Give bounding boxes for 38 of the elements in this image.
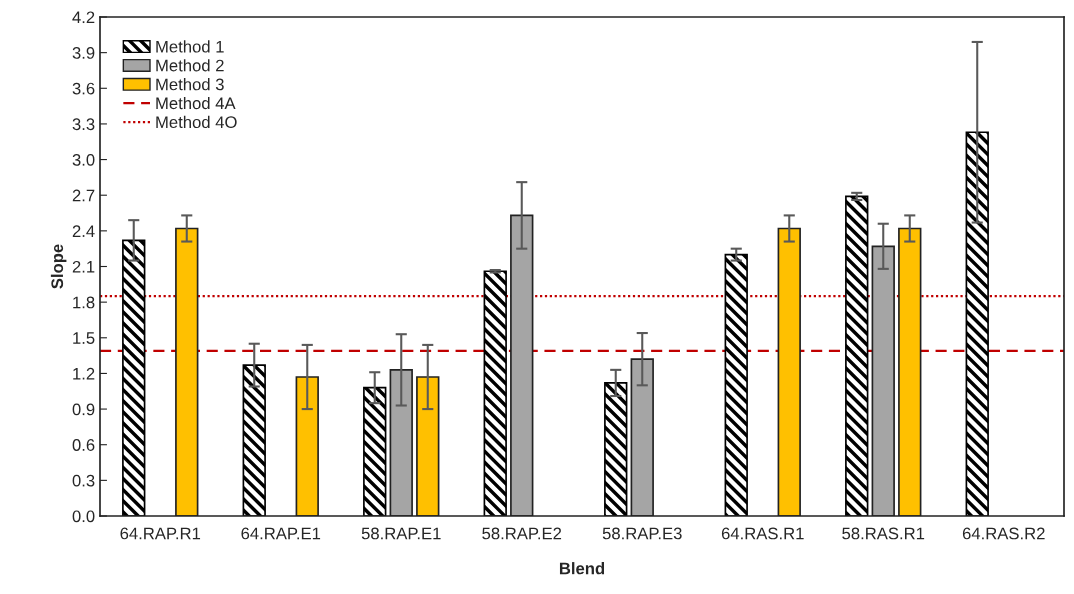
y-tick-label: 3.3 [72, 118, 95, 131]
x-tick-label: 58.RAP.E1 [361, 527, 441, 540]
bar [483, 270, 507, 516]
x-tick-label: 58.RAP.E3 [602, 527, 682, 540]
x-tick-label: 64.RAS.R1 [721, 527, 804, 540]
y-tick-label: 0.9 [72, 403, 95, 416]
y-tick-label: 3.6 [72, 82, 95, 95]
y-tick-label: 3.9 [72, 47, 95, 59]
bar [604, 382, 628, 516]
bar [242, 364, 266, 516]
y-tick-label: 1.5 [73, 332, 95, 344]
y-tick-label: 1.8 [73, 296, 95, 309]
legend-label: Method 4A [156, 96, 236, 110]
y-tick-label: 2.1 [72, 260, 95, 273]
legend-label: Method 4O [156, 115, 237, 129]
legend-label: Method 1 [156, 40, 224, 53]
bar [363, 386, 387, 516]
x-tick-label: 64.RAP.E1 [241, 527, 321, 540]
y-tick-label: 1.2 [73, 367, 95, 380]
y-tick-label: 3.0 [72, 153, 95, 166]
y-tick-label: 0.3 [72, 474, 95, 487]
bar [724, 253, 748, 516]
bar [965, 131, 989, 516]
y-tick-label: 4.2 [72, 11, 95, 24]
y-tick-label: 2.4 [72, 225, 95, 237]
y-tick-label: 0.0 [72, 510, 95, 523]
bar [845, 195, 869, 516]
x-tick-label: 64.RAS.R2 [962, 527, 1045, 540]
y-tick-label: 0.6 [72, 439, 95, 451]
x-axis-title: Blend [559, 562, 605, 575]
x-tick-label: 58.RAP.E2 [482, 527, 562, 540]
y-tick-label: 2.7 [72, 189, 95, 202]
x-tick-label: 64.RAP.R1 [120, 527, 201, 540]
y-axis-title: Slope [50, 244, 67, 289]
legend-label: Method 2 [156, 59, 224, 72]
bar [122, 239, 146, 516]
legend-label: Method 3 [156, 78, 224, 91]
x-tick-label: 58.RAS.R1 [842, 527, 925, 540]
